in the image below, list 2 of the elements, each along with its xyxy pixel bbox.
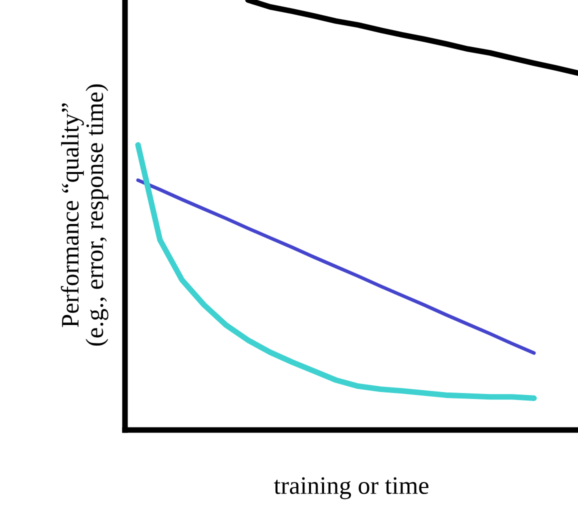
x-axis-title: training or time — [274, 477, 428, 500]
y-axis-title: Performance “quality” (e.g., error, response time) — [60, 84, 108, 346]
